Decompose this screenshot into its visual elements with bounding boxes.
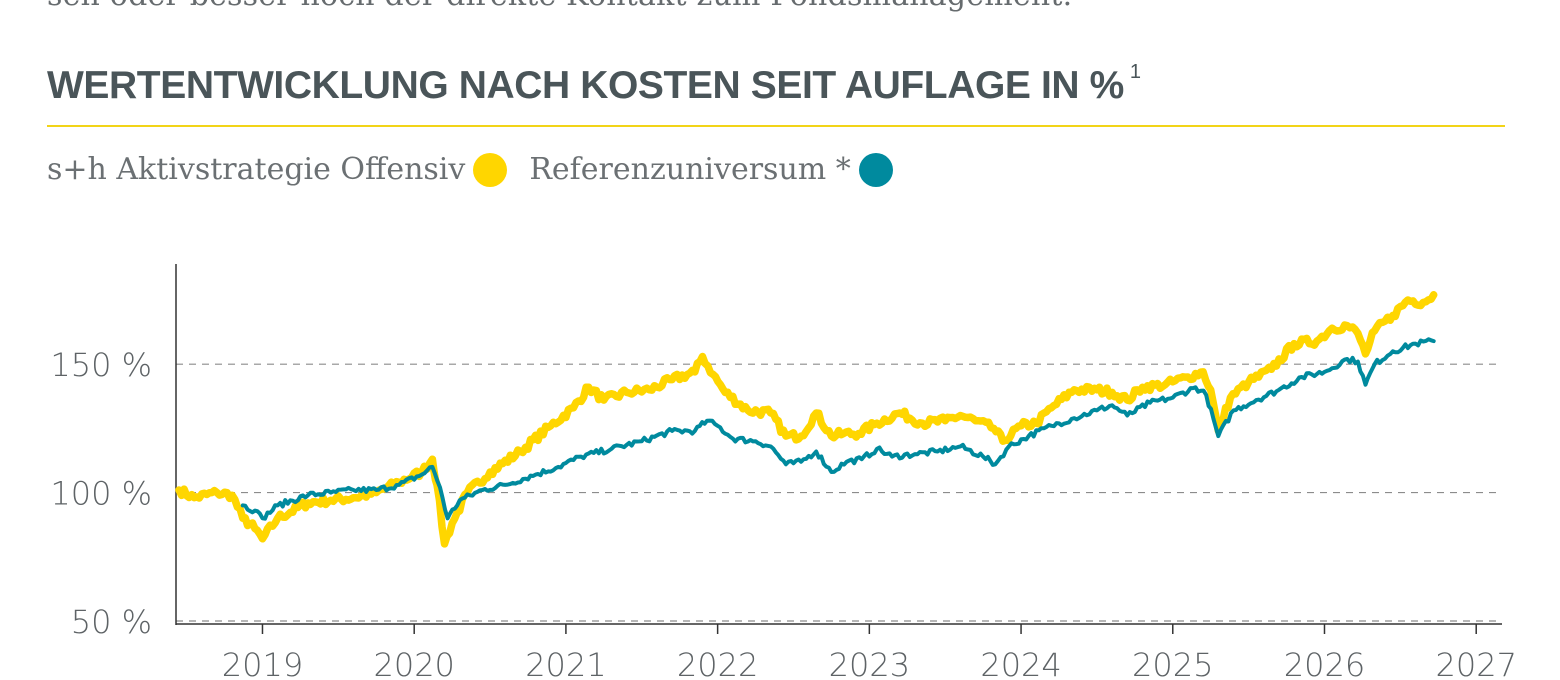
x-tick-label: 2020 <box>373 646 454 680</box>
footnote-marker: 1 <box>1129 61 1141 83</box>
y-tick-label: 100 % <box>50 475 152 513</box>
x-tick-label: 2027 <box>1435 646 1516 680</box>
legend-dot-reference <box>858 152 893 187</box>
x-tick-label: 2025 <box>1132 646 1213 680</box>
x-tick-label: 2019 <box>222 646 303 680</box>
legend-label-reference: Referenzuniversum * <box>529 152 851 187</box>
chart-title: WERTENTWICKLUNG NACH KOSTEN SEIT AUFLAGE… <box>47 61 1141 108</box>
series-line-fund <box>175 291 1438 548</box>
x-tick-label: 2026 <box>1284 646 1365 680</box>
title-divider <box>47 125 1505 127</box>
x-tick-label: 2022 <box>677 646 758 680</box>
legend-item-reference: Referenzuniversum * <box>529 152 893 187</box>
intro-text: sen oder besser noch der direkte Kontakt… <box>47 0 1072 13</box>
x-tick-label: 2023 <box>829 646 910 680</box>
legend-label-fund: s+h Aktivstrategie Offensiv <box>47 152 466 187</box>
series-line-reference <box>240 337 1436 521</box>
chart-legend: s+h Aktivstrategie Offensiv Referenzuniv… <box>47 152 915 187</box>
x-tick-label: 2021 <box>525 646 606 680</box>
x-tick-label: 2024 <box>980 646 1061 680</box>
legend-item-fund: s+h Aktivstrategie Offensiv <box>47 152 508 187</box>
y-tick-label: 150 % <box>50 346 152 384</box>
chart-title-text: WERTENTWICKLUNG NACH KOSTEN SEIT AUFLAGE… <box>47 64 1124 107</box>
y-tick-label: 50 % <box>71 603 152 641</box>
legend-dot-fund <box>473 152 508 187</box>
